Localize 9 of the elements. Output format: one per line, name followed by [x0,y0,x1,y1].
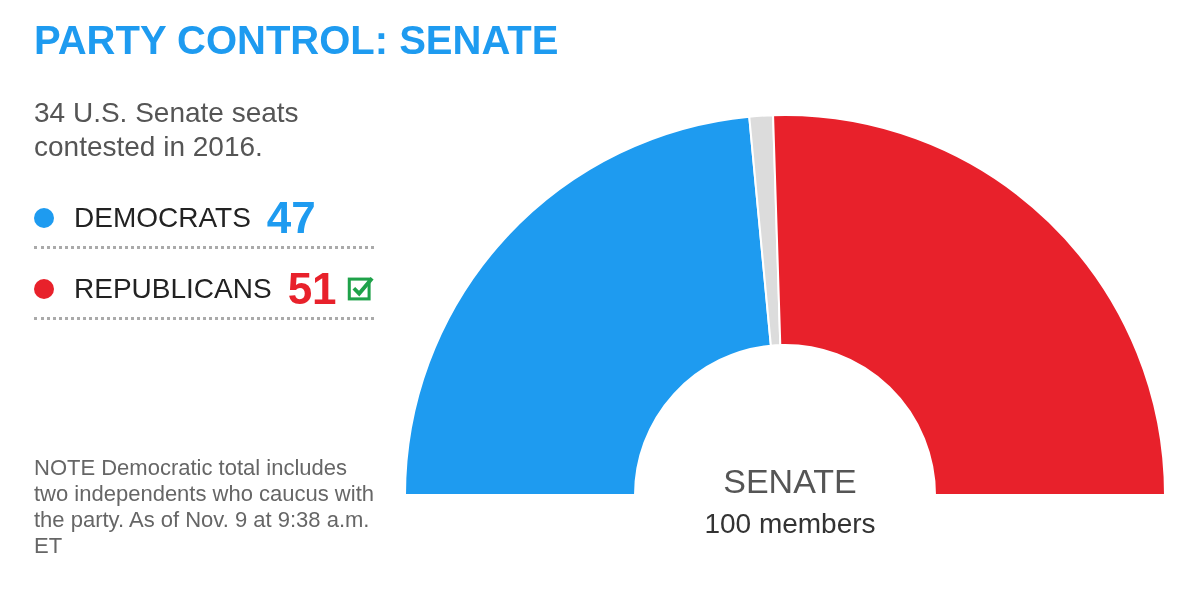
chart-title: PARTY CONTROL: SENATE [34,18,559,63]
data-label: 47 [266,193,316,243]
text: 100 members [703,508,877,540]
data-label: 51 [287,264,337,314]
chart-subtitle: 34 U.S. Senate seats contested in 2016. [34,96,300,164]
legend-label: REPUBLICANS [74,273,272,305]
text: SENATE [722,462,858,501]
legend-label: DEMOCRATS [74,202,251,234]
text: NOTE Democratic total includes two independents who caucus with the party. As of Nov. 9 at 9:38 a.m. ET [34,455,374,559]
